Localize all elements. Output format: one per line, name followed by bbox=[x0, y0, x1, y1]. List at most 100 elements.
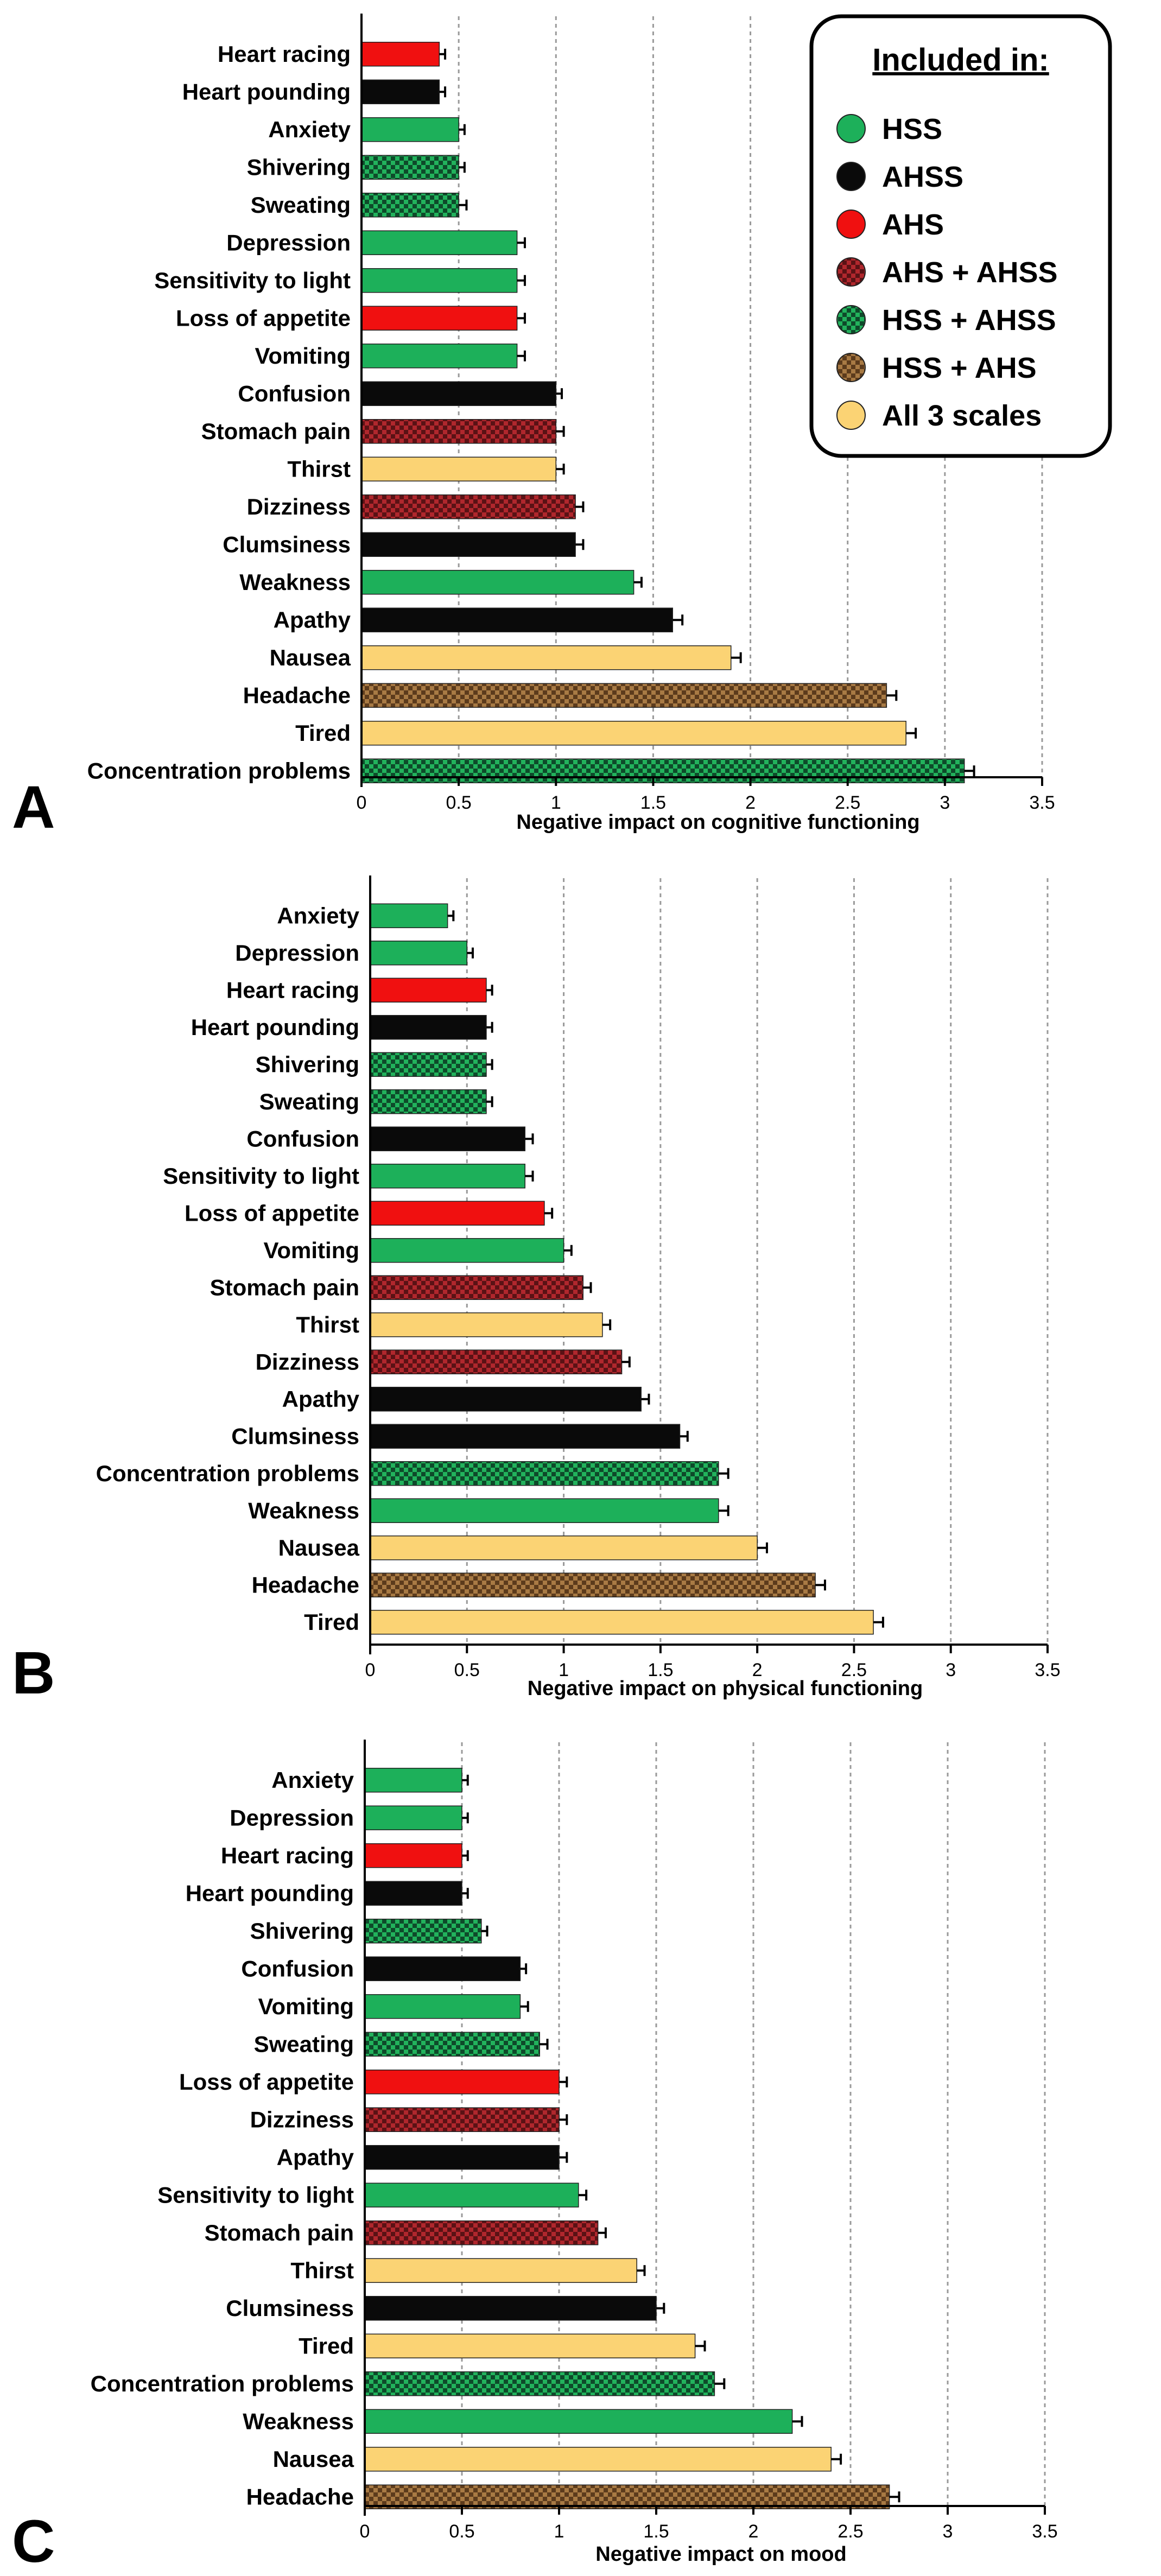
category-label: Heart pounding bbox=[182, 79, 351, 104]
x-tick-label: 2.5 bbox=[835, 792, 860, 813]
bar bbox=[370, 1498, 719, 1523]
bar bbox=[364, 1919, 482, 1944]
error-bar bbox=[462, 1774, 469, 1786]
category-label: Clumsiness bbox=[231, 1423, 359, 1449]
error-bar bbox=[602, 1319, 612, 1330]
bar bbox=[370, 1349, 623, 1374]
category-label: Stomach pain bbox=[205, 2220, 354, 2245]
error-bar bbox=[718, 1468, 729, 1479]
error-bar bbox=[575, 501, 585, 512]
bar bbox=[370, 1461, 719, 1486]
category-label: Vomiting bbox=[255, 343, 351, 369]
error-bar bbox=[556, 426, 565, 437]
bar bbox=[370, 1536, 758, 1560]
bar bbox=[361, 456, 557, 481]
legend-label: AHSS bbox=[882, 161, 963, 193]
category-label: Nausea bbox=[270, 645, 351, 670]
error-bar bbox=[556, 464, 565, 475]
x-tick-label: 0.5 bbox=[454, 1660, 480, 1680]
category-label: Loss of appetite bbox=[176, 305, 351, 331]
error-bar bbox=[462, 1888, 469, 1899]
x-tick-label: 0 bbox=[357, 792, 367, 813]
bar bbox=[361, 419, 557, 444]
bar bbox=[364, 2145, 560, 2170]
bar bbox=[361, 155, 459, 180]
x-tick-label: 0 bbox=[365, 1660, 376, 1680]
x-tick-label: 3.5 bbox=[1032, 2521, 1057, 2542]
x-tick-label: 2 bbox=[748, 2521, 759, 2542]
bar bbox=[364, 2258, 637, 2283]
category-label: Concentration problems bbox=[87, 758, 351, 783]
legend-box bbox=[809, 14, 1112, 458]
error-bar bbox=[486, 1021, 493, 1033]
error-bar bbox=[525, 1133, 534, 1145]
bar bbox=[364, 2220, 599, 2245]
bar bbox=[370, 1164, 526, 1189]
error-bar bbox=[731, 652, 742, 663]
error-bar bbox=[517, 350, 526, 361]
category-label: Clumsiness bbox=[226, 2295, 354, 2321]
error-bar bbox=[906, 727, 917, 739]
category-label: Thirst bbox=[290, 2257, 354, 2283]
error-bar bbox=[556, 388, 563, 399]
error-bar bbox=[831, 2453, 842, 2465]
error-bar bbox=[517, 237, 526, 249]
legend-marker bbox=[836, 401, 866, 430]
category-label: Stomach pain bbox=[210, 1274, 359, 1300]
legend-label: AHS + AHSS bbox=[882, 256, 1058, 289]
bar bbox=[370, 1610, 874, 1635]
panel-letter: A bbox=[12, 774, 55, 841]
legend-entry: All 3 scales bbox=[836, 399, 1042, 432]
error-bar bbox=[575, 539, 585, 550]
legend-entry: HSS bbox=[836, 113, 942, 145]
legend-label: HSS + AHSS bbox=[882, 304, 1056, 337]
legend-title: Included in: bbox=[872, 42, 1049, 78]
category-label: Depression bbox=[226, 230, 351, 255]
bar bbox=[361, 117, 459, 142]
category-label: Anxiety bbox=[277, 903, 359, 928]
bar bbox=[361, 344, 518, 369]
legend-label: AHS bbox=[882, 208, 944, 241]
category-label: Sweating bbox=[254, 2031, 354, 2057]
bar bbox=[370, 1275, 583, 1300]
x-axis-title: Negative impact on mood bbox=[595, 2543, 846, 2566]
error-bar bbox=[680, 1431, 689, 1442]
bar bbox=[364, 2371, 715, 2396]
error-bar bbox=[815, 1579, 826, 1591]
category-label: Dizziness bbox=[250, 2107, 354, 2132]
legend-label: HSS + AHS bbox=[882, 352, 1037, 384]
bar bbox=[364, 2182, 579, 2207]
category-label: Apathy bbox=[277, 2144, 354, 2170]
category-label: Shivering bbox=[250, 1918, 354, 1944]
bar bbox=[361, 758, 965, 783]
legend-marker bbox=[836, 162, 866, 191]
error-bar bbox=[621, 1356, 631, 1368]
error-bar bbox=[486, 985, 493, 996]
error-bar bbox=[695, 2340, 706, 2352]
error-bar bbox=[517, 275, 526, 286]
x-tick-label: 0.5 bbox=[449, 2521, 474, 2542]
error-bar bbox=[714, 2378, 726, 2389]
error-bar bbox=[486, 1059, 493, 1070]
bar bbox=[364, 2070, 560, 2095]
bar bbox=[370, 903, 448, 928]
error-bar bbox=[673, 614, 684, 626]
error-bar bbox=[633, 576, 643, 588]
bar bbox=[361, 306, 518, 331]
bar bbox=[364, 1994, 521, 2019]
bar bbox=[370, 1572, 816, 1597]
category-label: Shivering bbox=[256, 1051, 359, 1077]
category-label: Sensitivity to light bbox=[157, 2182, 354, 2207]
category-label: Heart pounding bbox=[191, 1014, 359, 1040]
error-bar bbox=[486, 1096, 493, 1107]
x-tick-label: 1 bbox=[559, 1660, 569, 1680]
x-tick-label: 3 bbox=[940, 792, 950, 813]
category-label: Loss of appetite bbox=[179, 2069, 354, 2095]
panel-letter: B bbox=[12, 1640, 55, 1706]
error-bar bbox=[447, 910, 455, 922]
bar bbox=[370, 1126, 526, 1151]
x-tick-label: 2 bbox=[745, 792, 756, 813]
error-bar bbox=[439, 86, 447, 98]
legend-entry: AHS + AHSS bbox=[836, 256, 1058, 289]
category-label: Anxiety bbox=[268, 117, 351, 142]
